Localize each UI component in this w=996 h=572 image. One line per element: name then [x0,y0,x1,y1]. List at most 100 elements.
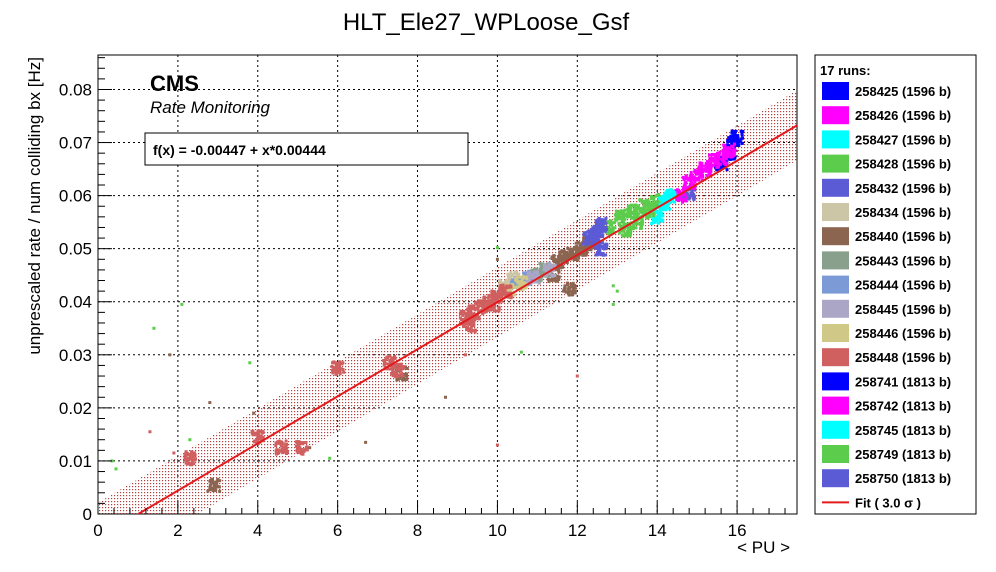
data-point [532,280,536,284]
legend-swatch [822,372,849,391]
data-point [395,376,399,380]
data-point [294,440,298,444]
data-point [574,252,578,256]
data-point [280,442,284,446]
data-point [535,267,539,271]
data-point [639,210,643,214]
data-point [724,148,728,152]
data-point [563,286,567,290]
data-point [405,377,409,381]
data-point [507,275,511,279]
data-point [253,432,257,436]
data-point [679,195,683,199]
data-point [172,451,176,455]
data-point [596,237,600,241]
data-point [547,279,551,283]
data-point [334,369,338,373]
data-point [703,168,707,172]
data-point [736,134,740,138]
data-point [540,268,544,272]
data-point [248,361,252,365]
data-point [682,197,686,201]
data-point [646,208,650,212]
data-point [499,283,503,287]
x-tick-label: 16 [728,521,747,540]
data-point [598,222,602,226]
legend-label: 258750 (1813 b) [855,471,951,486]
data-point [713,157,717,161]
data-point [664,208,668,212]
data-point [658,216,662,220]
data-point [492,306,496,310]
data-point [185,460,189,464]
data-point [190,459,194,463]
data-point [595,228,599,232]
data-point [593,238,597,242]
data-point [728,151,732,155]
data-point [661,214,665,218]
data-point [283,450,287,454]
data-point [281,442,285,446]
y-tick-label: 0.05 [59,240,92,259]
data-point [716,155,720,159]
data-point [333,366,337,370]
data-point [700,167,704,171]
data-point [469,325,473,329]
data-point [259,429,263,433]
data-point [509,284,513,288]
data-point [540,266,544,270]
legend-label: 258745 (1813 b) [855,423,951,438]
data-point [481,305,485,309]
data-point [477,299,481,303]
data-point [481,312,485,316]
data-point [623,217,627,221]
data-point [567,253,571,257]
data-point [284,439,288,443]
data-point [498,295,502,299]
data-point [723,146,727,150]
data-point [585,244,589,248]
data-point [604,253,608,257]
data-point [721,165,725,169]
data-point [261,435,265,439]
data-point [338,372,342,376]
data-point [301,441,305,445]
data-point [719,156,723,160]
data-point [477,301,481,305]
data-point [483,310,487,314]
data-point [668,207,672,211]
data-point [479,300,483,304]
data-point [533,271,537,275]
data-point [651,221,655,225]
data-point [598,252,602,256]
data-point [598,234,602,238]
data-point [591,230,595,234]
data-point [491,306,495,310]
data-point [690,180,694,184]
data-point [728,147,732,151]
data-point [567,247,571,251]
data-point [497,301,501,305]
data-point [694,172,698,176]
data-point [601,233,605,237]
data-point [658,196,662,200]
data-point [500,287,504,291]
data-point [709,153,713,157]
data-point [594,223,598,227]
data-point [542,269,546,273]
data-point [705,174,709,178]
data-point [571,283,575,287]
data-point [613,217,617,221]
data-point [391,371,395,375]
data-point [566,283,570,287]
data-point [536,274,540,278]
legend-swatch [822,106,849,125]
data-point [582,233,586,237]
legend-swatch [822,396,849,415]
data-point [275,451,279,455]
data-point [495,443,499,447]
data-point [565,252,569,256]
data-point [635,210,639,214]
data-point [725,161,729,165]
data-point [471,312,475,316]
